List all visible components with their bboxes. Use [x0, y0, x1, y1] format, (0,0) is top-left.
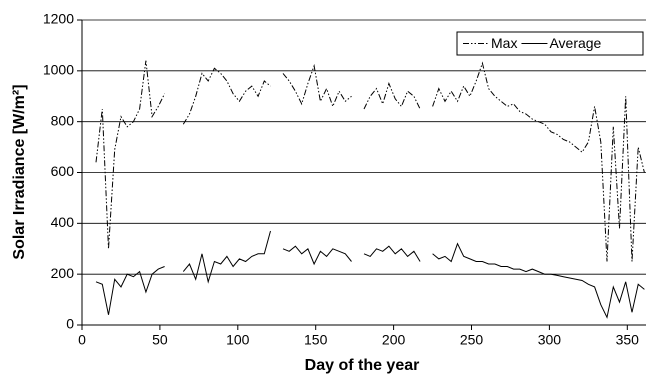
y-tick-label: 600 — [51, 163, 75, 179]
x-tick-label: 0 — [78, 332, 86, 348]
x-tick-label: 100 — [226, 332, 250, 348]
y-tick-label: 0 — [66, 316, 74, 332]
y-tick-label: 200 — [51, 265, 75, 281]
y-tick-label: 800 — [51, 112, 75, 128]
x-tick-label: 200 — [382, 332, 406, 348]
x-tick-label: 150 — [304, 332, 328, 348]
series-line — [95, 60, 645, 262]
x-tick-label: 300 — [538, 332, 562, 348]
y-tick-label: 1200 — [43, 11, 74, 27]
series-line — [95, 230, 645, 319]
legend-label: Max — [491, 35, 517, 51]
x-axis-label: Day of the year — [305, 357, 420, 374]
x-tick-label: 350 — [616, 332, 640, 348]
y-axis-label: Solar Irradiance [W/m²] — [11, 84, 28, 259]
x-tick-label: 50 — [152, 332, 168, 348]
y-tick-label: 1000 — [43, 62, 74, 78]
legend-box — [456, 31, 644, 56]
y-tick-label: 400 — [51, 214, 75, 230]
x-tick-label: 250 — [460, 332, 484, 348]
legend-label: Average — [549, 35, 601, 51]
